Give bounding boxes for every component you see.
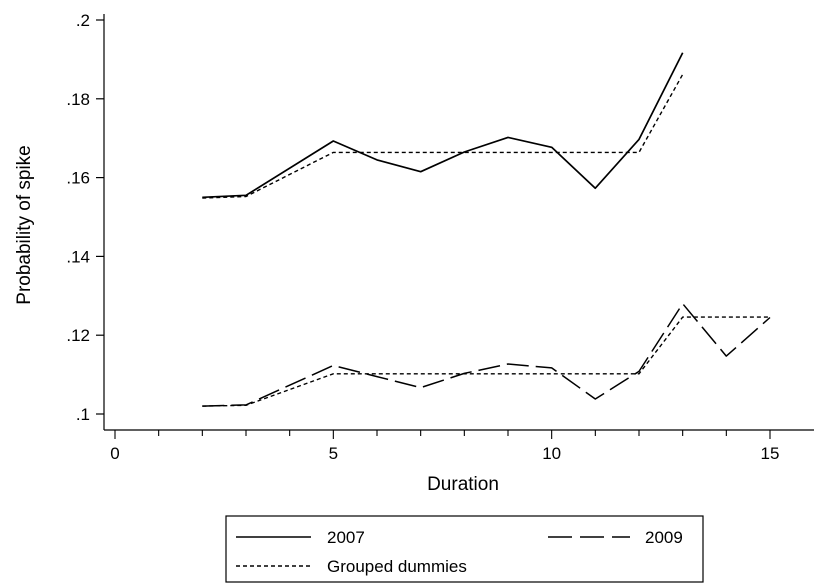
plot-axes: .1 .12 .14 .16 .18 .2 0 5 10 15 [66,11,814,463]
series-line-dashed-2 [202,302,771,407]
y-axis-title: Probability of spike [14,145,35,304]
y-tick-label: .1 [76,405,90,424]
y-tick-label: .16 [66,169,90,188]
legend-label-2007: 2007 [327,528,365,547]
x-tick-label: 15 [761,444,780,463]
y-tick-label: .12 [66,326,90,345]
legend-box [225,515,704,583]
series-line-dotted-3 [202,316,770,407]
x-axis-ticks: 0 5 10 15 [110,430,779,463]
x-axis-title: Duration [427,474,499,495]
legend: 2007 2009 Grouped dummies [225,515,704,583]
y-tick-label: .18 [66,90,90,109]
x-tick-label: 0 [110,444,119,463]
x-tick-label: 10 [542,444,561,463]
legend-label-2009: 2009 [645,528,683,547]
series-layer [202,52,771,407]
y-tick-label: .14 [66,247,90,266]
legend-label-grouped-dummies: Grouped dummies [327,557,467,576]
series-line-solid-0 [202,52,684,199]
series-line-dotted-1 [202,74,684,199]
y-axis-ticks: .1 .12 .14 .16 .18 .2 [66,11,104,424]
y-tick-label: .2 [76,11,90,30]
x-tick-label: 5 [329,444,338,463]
